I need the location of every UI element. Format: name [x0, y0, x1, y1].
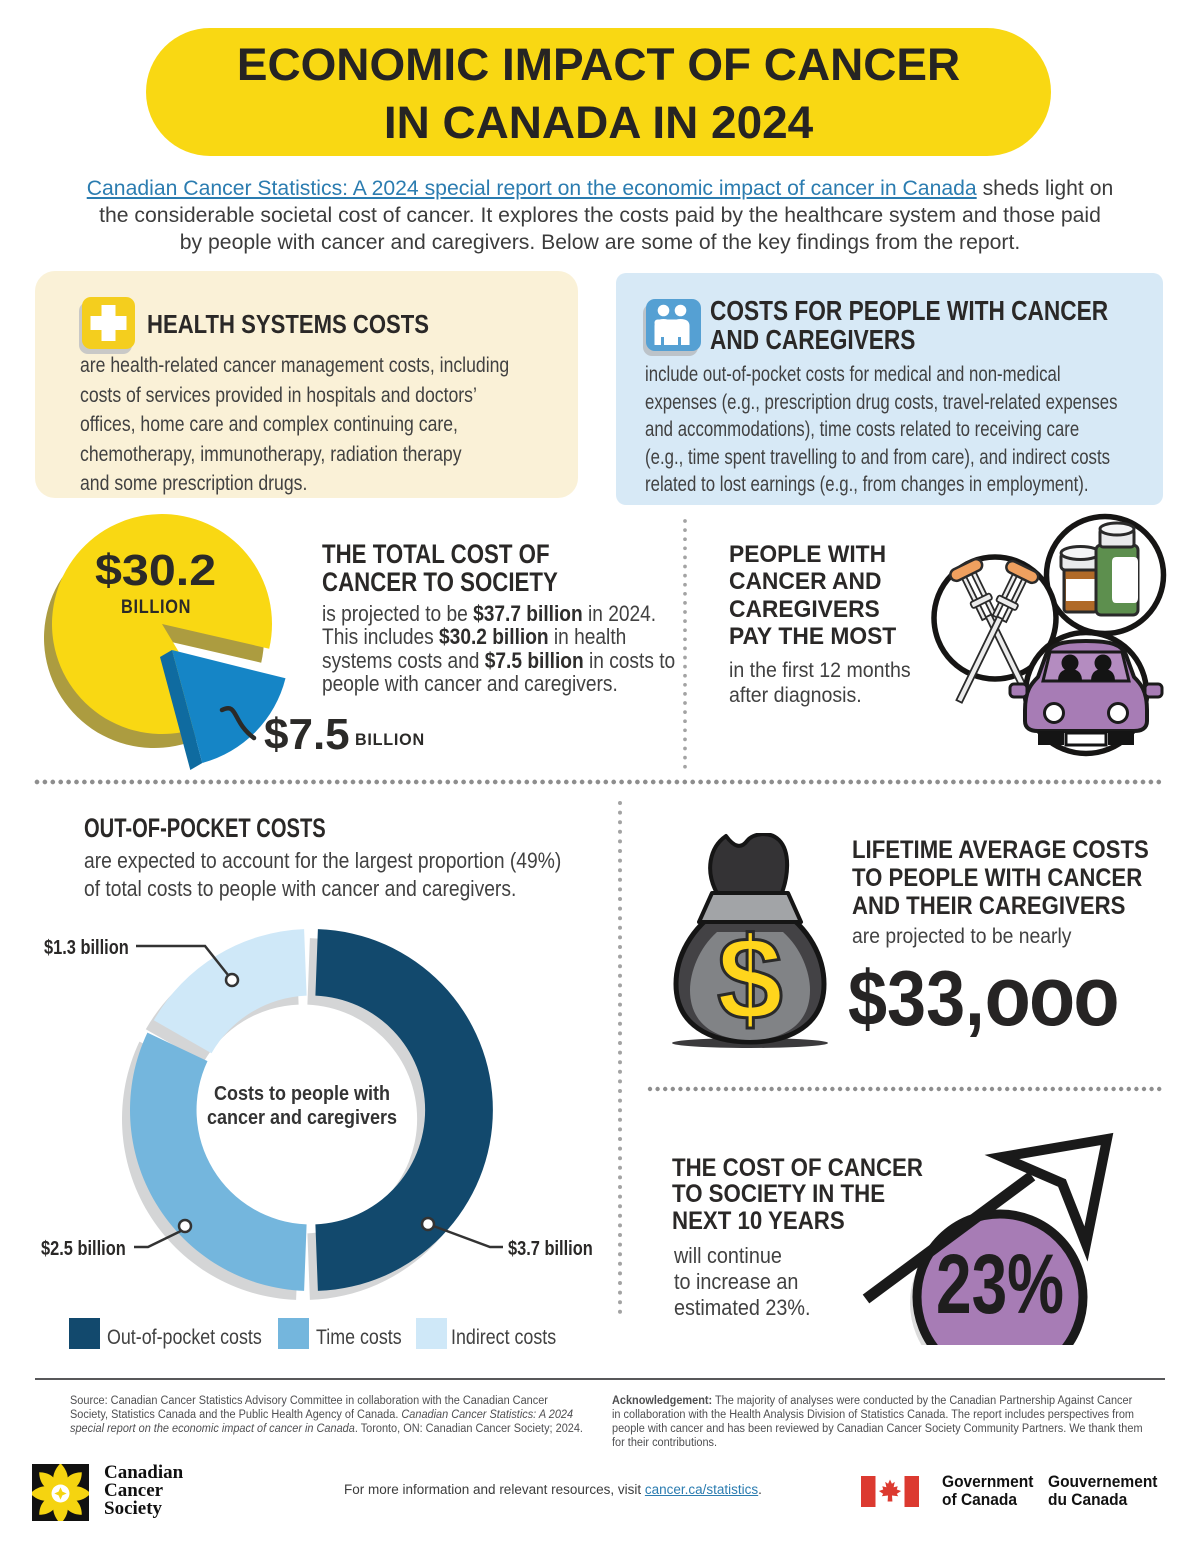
- svg-text:$: $: [717, 913, 783, 1045]
- svg-text:23%: 23%: [936, 1237, 1064, 1331]
